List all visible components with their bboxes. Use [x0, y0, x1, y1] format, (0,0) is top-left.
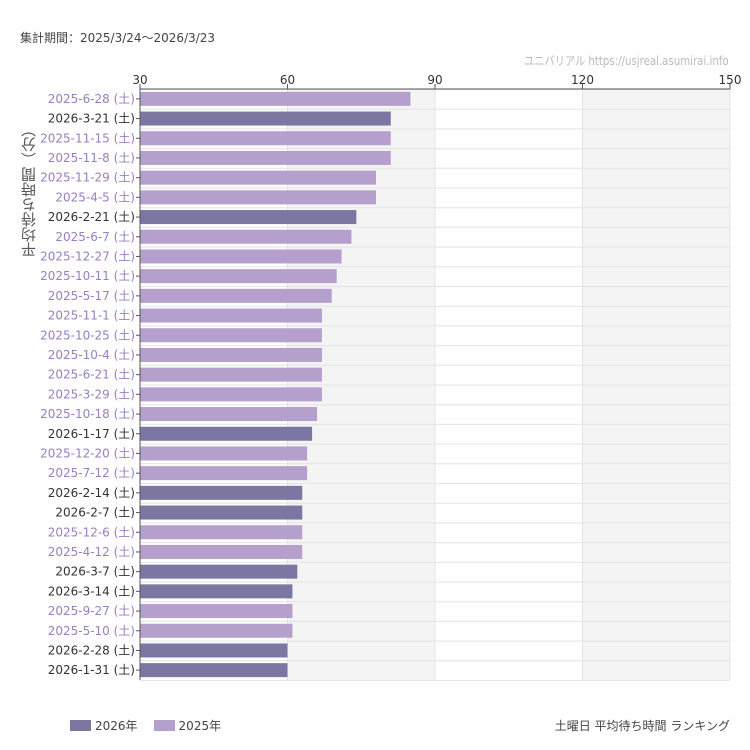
y-tick-label: 2025-11-15 (土) — [40, 131, 135, 145]
bar — [140, 210, 357, 225]
y-tick-label: 2025-11-29 (土) — [40, 171, 135, 185]
bar — [140, 643, 288, 658]
legend-label: 2026年 — [95, 719, 138, 733]
y-tick-label: 2026-3-7 (土) — [55, 565, 135, 579]
bar — [140, 564, 298, 579]
y-tick-label: 2025-7-12 (土) — [48, 466, 135, 480]
y-tick-label: 2025-10-18 (土) — [40, 407, 135, 421]
x-tick-label: 90 — [427, 73, 442, 87]
y-tick-label: 2025-10-11 (土) — [40, 269, 135, 283]
y-tick-label: 2025-6-28 (土) — [48, 92, 135, 106]
y-tick-label: 2025-5-10 (土) — [48, 624, 135, 638]
bar — [140, 190, 376, 205]
bar — [140, 505, 303, 520]
y-tick-label: 2026-2-7 (土) — [55, 506, 135, 520]
bar — [140, 426, 313, 441]
bar — [140, 347, 322, 362]
y-tick-label: 2025-4-12 (土) — [48, 545, 135, 559]
legend-swatch — [70, 720, 91, 731]
x-tick-label: 60 — [280, 73, 295, 87]
chart-title: 土曜日 平均待ち時間 ランキング — [554, 719, 730, 733]
bar — [140, 584, 293, 599]
bar — [140, 269, 337, 284]
y-tick-label: 2026-3-21 (土) — [48, 112, 135, 126]
legend-swatch — [153, 720, 175, 731]
y-tick-label: 2026-1-31 (土) — [48, 663, 135, 677]
y-tick-label: 2025-11-1 (土) — [48, 309, 135, 323]
bar — [140, 170, 376, 185]
y-tick-label: 2026-2-28 (土) — [48, 643, 135, 657]
bar — [140, 466, 308, 481]
bar — [140, 623, 293, 638]
legend: 2026年 2025年 — [70, 717, 221, 734]
y-tick-label: 2026-1-17 (土) — [48, 427, 135, 441]
bar — [140, 328, 322, 343]
bar — [140, 249, 342, 264]
bar — [140, 91, 411, 106]
y-tick-label: 2025-4-5 (土) — [55, 190, 135, 204]
y-tick-label: 2026-3-14 (土) — [48, 584, 135, 598]
y-tick-label: 2025-5-17 (土) — [48, 289, 135, 303]
legend-item-2025[interactable]: 2025年 — [153, 717, 222, 734]
bar — [140, 111, 391, 126]
bar — [140, 485, 303, 500]
period-label: 集計期間：2025/3/24〜2026/3/23 — [20, 31, 216, 45]
bar — [140, 604, 293, 619]
x-tick-label: 30 — [132, 73, 147, 87]
bar — [140, 288, 332, 303]
y-tick-label: 2025-12-6 (土) — [48, 525, 135, 539]
y-tick-label: 2025-9-27 (土) — [48, 604, 135, 618]
legend-label: 2025年 — [178, 719, 222, 733]
bar — [140, 367, 322, 382]
bar — [140, 544, 303, 559]
y-tick-label: 2025-10-25 (土) — [40, 328, 135, 342]
y-tick-label: 2025-10-4 (土) — [48, 348, 135, 362]
y-tick-label: 2025-3-29 (土) — [48, 387, 135, 401]
y-tick-label: 2025-6-21 (土) — [48, 368, 135, 382]
y-tick-label: 2026-2-14 (土) — [48, 486, 135, 500]
bar — [140, 407, 317, 422]
x-tick-label: 150 — [719, 73, 742, 87]
y-tick-label: 2025-11-8 (土) — [48, 151, 135, 165]
bar — [140, 525, 303, 540]
bar — [140, 663, 288, 678]
x-tick-label: 120 — [571, 73, 594, 87]
y-tick-label: 2025-12-20 (土) — [40, 446, 135, 460]
bar — [140, 308, 322, 323]
bar — [140, 387, 322, 402]
legend-item-2026[interactable]: 2026年 — [70, 717, 138, 734]
y-tick-label: 2025-6-7 (土) — [55, 230, 135, 244]
bar — [140, 150, 391, 165]
bar — [140, 446, 308, 461]
bar — [140, 131, 391, 146]
y-tick-label: 2025-12-27 (土) — [40, 249, 135, 263]
credit-label: ユニバリアル https://usjreal.asumirai.info — [524, 54, 729, 68]
y-tick-label: 2026-2-21 (土) — [48, 210, 135, 224]
bar — [140, 229, 352, 244]
